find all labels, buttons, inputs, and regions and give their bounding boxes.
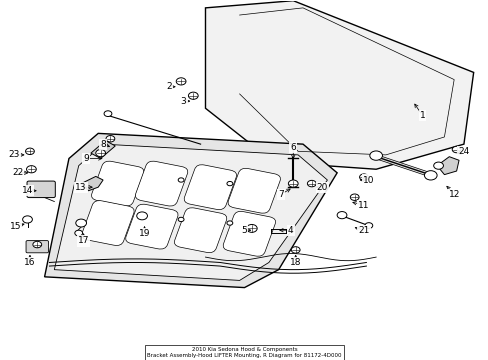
Circle shape (364, 223, 372, 228)
Circle shape (246, 225, 257, 232)
Circle shape (349, 194, 358, 201)
FancyBboxPatch shape (26, 240, 48, 253)
FancyBboxPatch shape (227, 168, 280, 213)
Circle shape (178, 178, 183, 182)
FancyBboxPatch shape (27, 181, 55, 198)
Text: 6: 6 (290, 143, 296, 152)
Circle shape (336, 212, 346, 219)
Circle shape (226, 181, 232, 186)
Text: 18: 18 (289, 258, 301, 267)
Text: 10: 10 (363, 176, 374, 185)
Text: 19: 19 (139, 229, 150, 238)
Text: 21: 21 (358, 226, 369, 235)
Polygon shape (81, 176, 103, 191)
FancyBboxPatch shape (174, 208, 226, 253)
FancyBboxPatch shape (184, 165, 236, 210)
Circle shape (176, 78, 185, 85)
Text: 20: 20 (316, 183, 327, 192)
Circle shape (25, 148, 34, 154)
Circle shape (104, 111, 112, 117)
Circle shape (178, 217, 183, 222)
Circle shape (369, 151, 382, 160)
Text: 15: 15 (10, 222, 21, 231)
Polygon shape (54, 144, 327, 280)
Polygon shape (436, 157, 458, 175)
Circle shape (288, 180, 298, 187)
Circle shape (137, 212, 147, 220)
Text: 1: 1 (419, 111, 425, 120)
Polygon shape (44, 134, 336, 288)
Circle shape (359, 174, 367, 180)
Text: 11: 11 (358, 201, 369, 210)
Text: 3: 3 (180, 96, 186, 105)
FancyBboxPatch shape (81, 201, 134, 246)
Circle shape (96, 149, 105, 157)
Circle shape (26, 166, 36, 173)
Text: 2: 2 (166, 82, 171, 91)
Polygon shape (205, 1, 473, 169)
Text: 17: 17 (78, 237, 89, 246)
Text: 4: 4 (287, 226, 293, 235)
Text: 8: 8 (100, 140, 106, 149)
Text: 9: 9 (83, 154, 89, 163)
Text: 13: 13 (75, 183, 87, 192)
Text: 14: 14 (22, 186, 33, 195)
Text: 5: 5 (241, 226, 247, 235)
Text: 22: 22 (12, 168, 23, 177)
Circle shape (188, 92, 198, 99)
Text: 16: 16 (24, 258, 36, 267)
FancyBboxPatch shape (223, 211, 275, 256)
Polygon shape (91, 140, 115, 158)
Circle shape (291, 247, 300, 253)
Text: 12: 12 (447, 190, 459, 199)
Text: 7: 7 (278, 190, 284, 199)
FancyBboxPatch shape (125, 204, 178, 249)
Circle shape (106, 135, 115, 142)
Text: 23: 23 (9, 150, 20, 159)
FancyBboxPatch shape (135, 161, 187, 206)
Circle shape (307, 180, 316, 187)
Circle shape (22, 216, 32, 223)
Circle shape (226, 221, 232, 225)
Circle shape (33, 241, 41, 248)
Circle shape (433, 162, 443, 169)
FancyBboxPatch shape (91, 161, 143, 206)
Circle shape (76, 219, 86, 227)
Text: 24: 24 (457, 147, 468, 156)
Circle shape (75, 230, 82, 236)
Circle shape (451, 146, 460, 153)
Circle shape (424, 171, 436, 180)
Text: 2010 Kia Sedona Hood & Components
Bracket Assembly-Hood LIFTER Mounting, R Diagr: 2010 Kia Sedona Hood & Components Bracke… (147, 347, 341, 357)
